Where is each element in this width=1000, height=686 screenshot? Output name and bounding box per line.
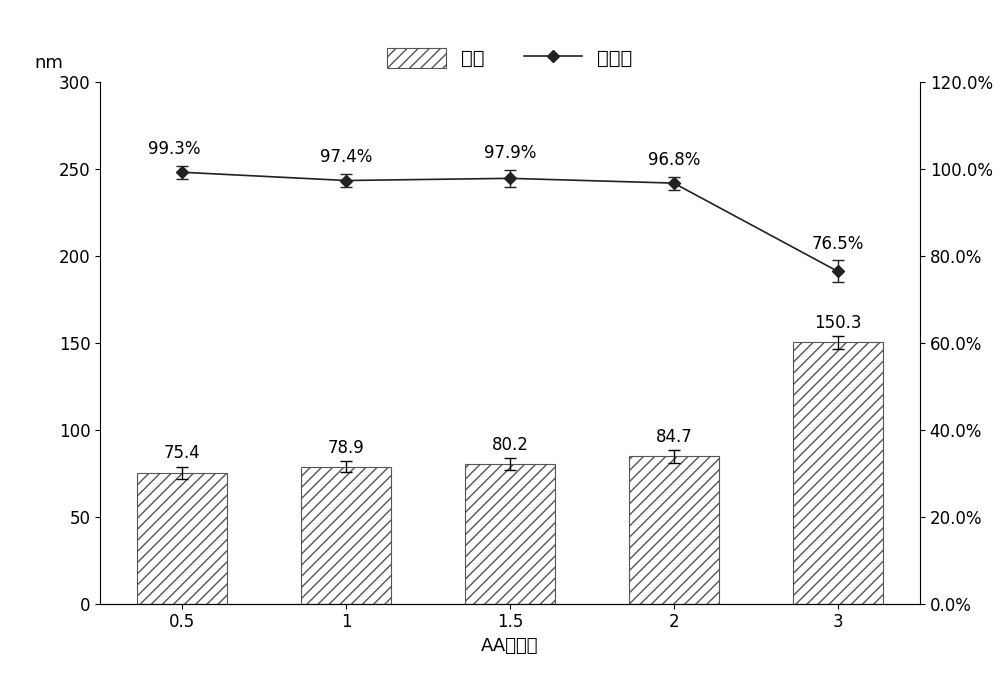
Text: 99.3%: 99.3% [148,140,200,158]
Bar [137,473,227,604]
Text: 75.4: 75.4 [164,445,201,462]
Text: 150.3: 150.3 [814,314,861,332]
Bar [793,342,883,604]
Bar [629,456,719,604]
Legend: 粒径, 包封率: 粒径, 包封率 [380,40,640,76]
Text: 80.2: 80.2 [492,436,528,454]
Text: 78.9: 78.9 [328,439,365,457]
Bar [465,464,555,604]
Text: 84.7: 84.7 [655,428,692,446]
Text: 97.9%: 97.9% [484,144,536,162]
Text: 97.4%: 97.4% [320,148,372,166]
X-axis label: AA加入量: AA加入量 [481,637,539,655]
Text: nm: nm [34,54,63,72]
Bar [301,466,391,604]
Text: 76.5%: 76.5% [811,235,864,252]
Text: 96.8%: 96.8% [648,151,700,169]
